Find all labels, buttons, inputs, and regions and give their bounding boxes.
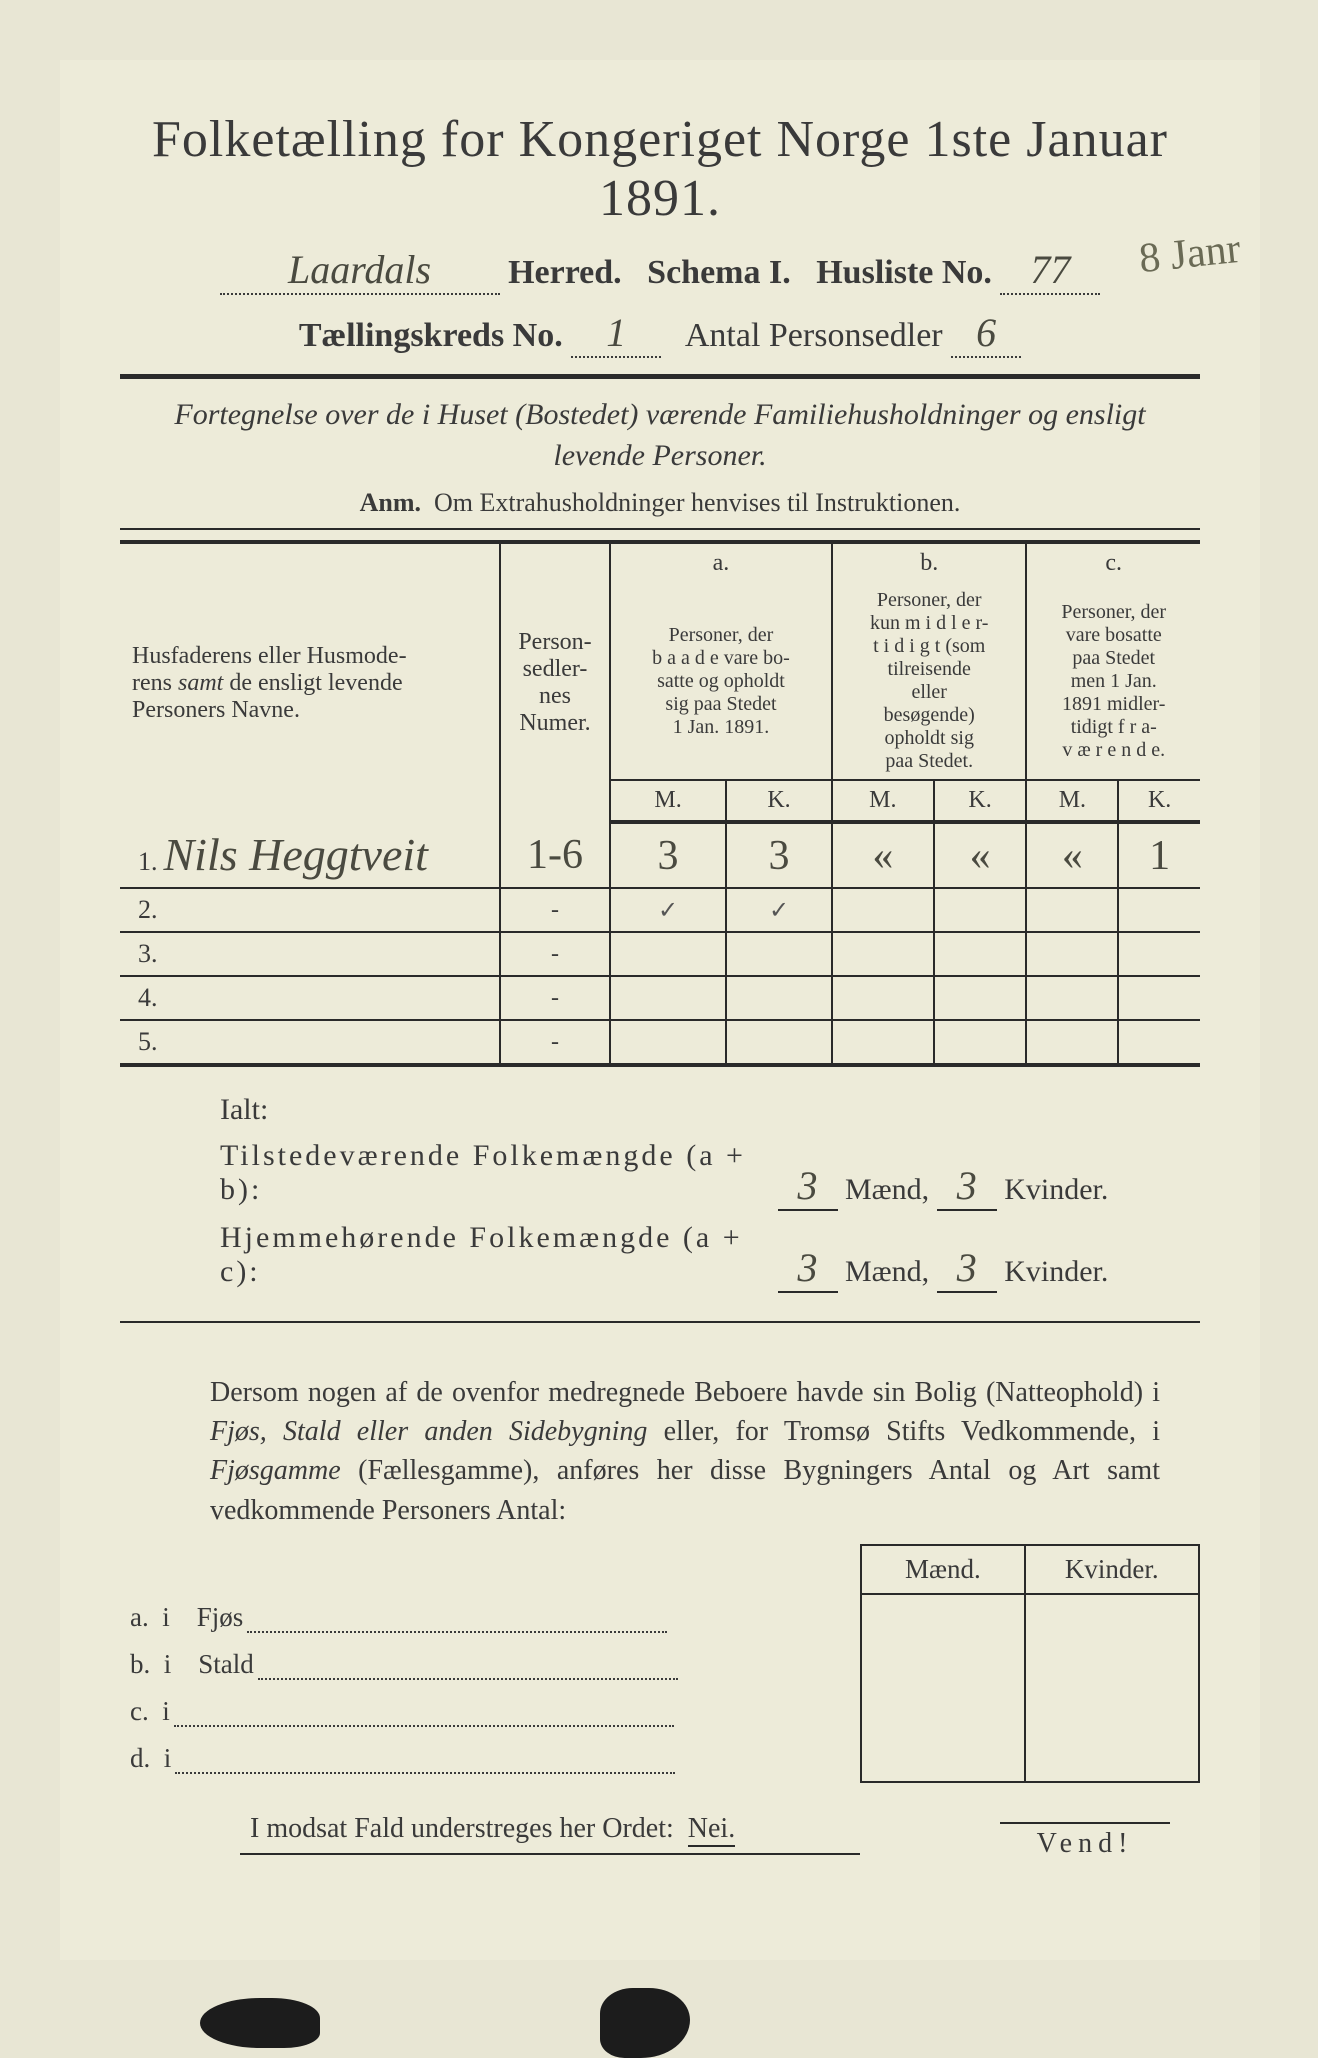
antal-no: 6 [976,310,996,355]
tilstede-kvinder: 3 [957,1163,977,1208]
row-numer: - [500,1020,610,1065]
row-numer: - [500,932,610,976]
margin-handwritten-date: 8 Janr [1136,225,1242,283]
col-head-cM: M. [1026,780,1118,822]
tilstede-maend: 3 [798,1163,818,1208]
ialt-label: Ialt: [220,1093,1200,1127]
col-head-b: Personer, derkun m i d l e r-t i d i g t… [832,583,1027,780]
row-aK: ✓ [726,888,832,932]
kvinder-word: Kvinder. [1004,1173,1108,1206]
mk-kvinder-head: Kvinder. [1025,1545,1199,1594]
col-head-numer: Person-sedler-nesNumer. [500,542,610,822]
row-bK: « [934,822,1027,888]
schema-label: Schema I. [647,254,791,291]
kreds-label: Tællingskreds No. [299,317,563,354]
table-row: 4. - [120,976,1200,1020]
table-row: a. i Fjøs [120,1594,1199,1641]
maend-word: Mænd, [845,1255,929,1288]
row-index: 1. [132,847,158,876]
building-table: Mænd. Kvinder. a. i Fjøs b. i Stald c. i… [120,1544,1200,1783]
husliste-no: 77 [1030,247,1070,292]
census-table: Husfaderens eller Husmode-rens samt de e… [120,540,1200,1067]
mk-maend-head: Mænd. [861,1545,1024,1594]
col-head-aM: M. [610,780,726,822]
header-line-1: Laardals Herred. Schema I. Husliste No. … [120,246,1200,295]
hjemme-label: Hjemmehørende Folkemængde (a + c): [220,1221,770,1289]
row-index: 2. [132,895,158,924]
hjemme-maend: 3 [798,1245,818,1290]
antal-label: Antal Personsedler [685,317,943,354]
row-bM [832,888,934,932]
row-cM [1026,888,1118,932]
table-row: d. i [120,1735,1199,1782]
anm-label: Anm. [360,488,421,517]
col-head-b-key: b. [832,542,1027,583]
rule-heavy-1 [120,374,1200,379]
husliste-label: Husliste No. [816,254,992,291]
row-aK: 3 [726,822,832,888]
herred-label: Herred. [508,254,622,291]
col-head-a-key: a. [610,542,832,583]
row-numer: - [500,976,610,1020]
hjemme-kvinder: 3 [957,1245,977,1290]
row-aM: ✓ [610,888,726,932]
col-head-aK: K. [726,780,832,822]
row-numer: - [500,888,610,932]
table-row: 1. Nils Heggtveit 1-6 3 3 « « « 1 [120,822,1200,888]
anm-line: Anm. Om Extrahusholdninger henvises til … [120,488,1200,518]
vend-label: Vend! [1000,1822,1170,1860]
rule-thin-1 [120,528,1200,530]
row-index: 3. [132,939,158,968]
row-name-hand: Nils Heggtveit [164,829,428,880]
col-head-bM: M. [832,780,934,822]
row-index: 5. [132,1027,158,1056]
row-aM: 3 [610,822,726,888]
table-row: 2. - ✓ ✓ [120,888,1200,932]
anm-text: Om Extrahusholdninger henvises til Instr… [434,488,960,517]
col-head-c: Personer, dervare bosattepaa Stedetmen 1… [1026,583,1200,780]
nei-word: Nei. [688,1813,735,1847]
col-head-names: Husfaderens eller Husmode-rens samt de e… [120,542,500,822]
table-row: 3. - [120,932,1200,976]
row-numer: 1-6 [500,822,610,888]
subtitle: Fortegnelse over de i Huset (Bostedet) v… [160,395,1160,476]
rule-thin-2 [120,1321,1200,1323]
page-title: Folketælling for Kongeriget Norge 1ste J… [120,110,1200,228]
table-row: b. i Stald [120,1641,1199,1688]
fjos-paragraph: Dersom nogen af de ovenfor medregnede Be… [210,1373,1160,1530]
table-row: 5. - [120,1020,1200,1065]
row-cM: « [1026,822,1118,888]
row-cK [1118,888,1200,932]
row-bM: « [832,822,934,888]
rule-thin-3 [240,1853,860,1855]
table-row: c. i [120,1688,1199,1735]
row-index: 4. [132,983,158,1012]
row-bK [934,888,1027,932]
herred-handwritten: Laardals [288,247,431,292]
col-head-bK: K. [934,780,1027,822]
col-head-c-key: c. [1026,542,1200,583]
kreds-no: 1 [606,310,626,355]
kvinder-word: Kvinder. [1004,1255,1108,1288]
col-head-cK: K. [1118,780,1200,822]
tilstede-label: Tilstedeværende Folkemængde (a + b): [220,1139,770,1207]
row-cK: 1 [1118,822,1200,888]
totals-block: Ialt: Tilstedeværende Folkemængde (a + b… [220,1093,1200,1293]
page-tear-icon [200,1998,320,2048]
maend-word: Mænd, [845,1173,929,1206]
header-line-2: Tællingskreds No. 1 Antal Personsedler 6 [120,309,1200,358]
col-head-a: Personer, derb a a d e vare bo-satte og … [610,583,832,780]
